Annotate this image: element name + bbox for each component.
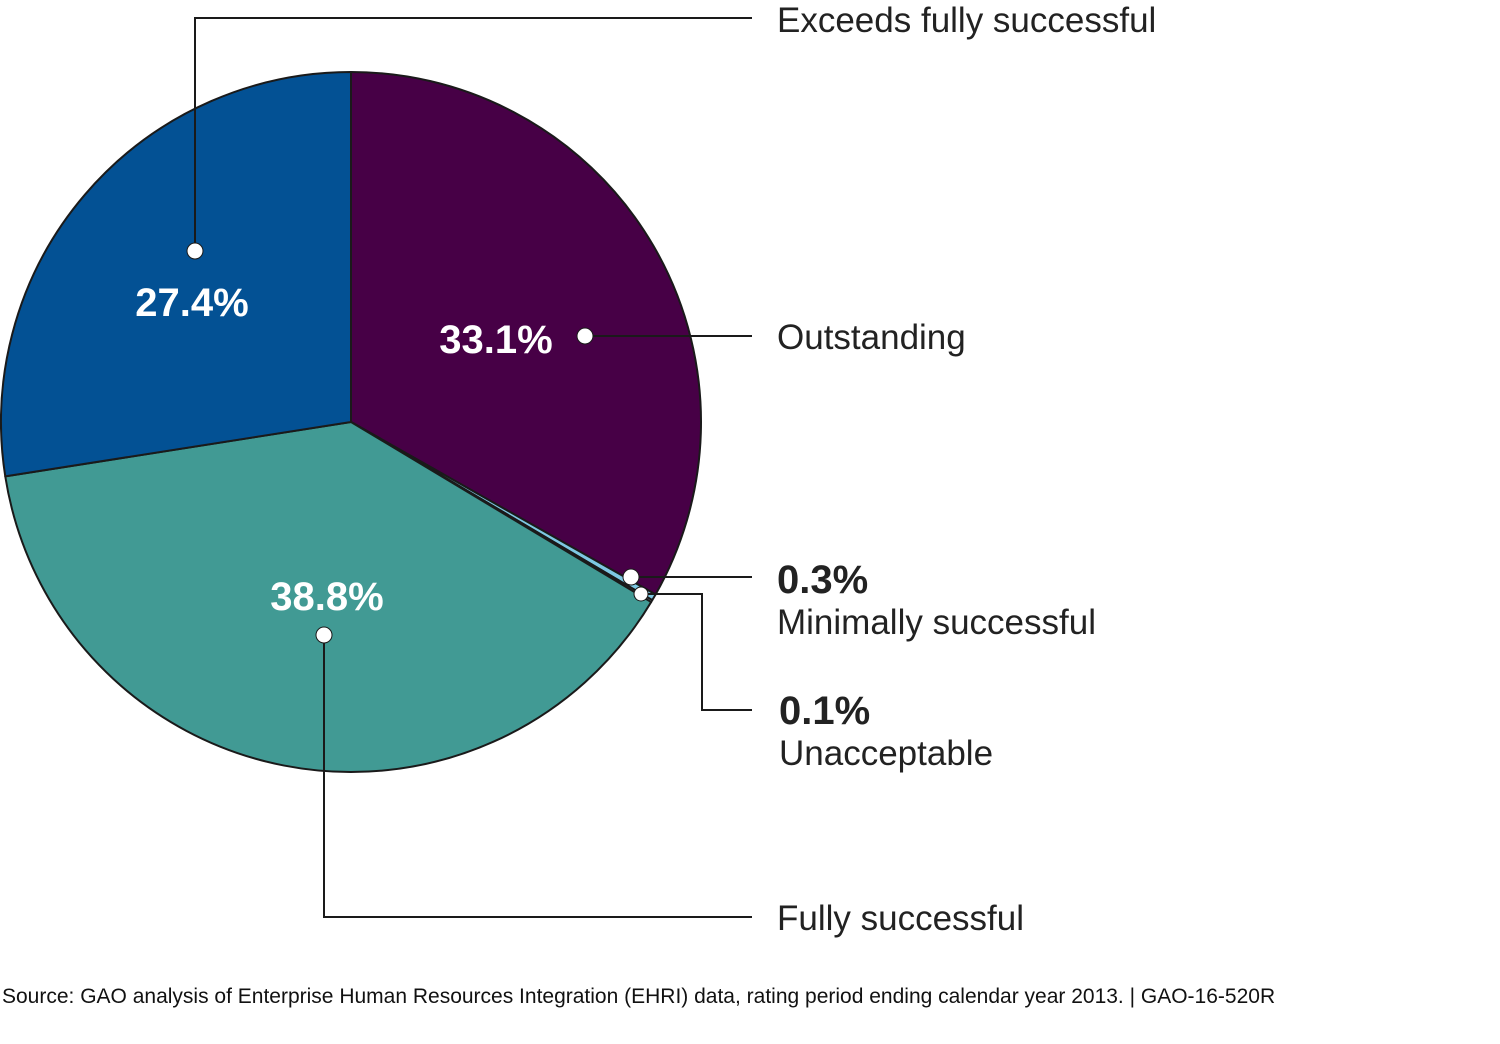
value-label-minimally: 0.3% xyxy=(777,558,868,602)
pie-slice-outstanding xyxy=(350,71,702,596)
pie-slice-fully-successful xyxy=(4,421,653,773)
category-label-unacceptable: Unacceptable xyxy=(779,734,993,773)
pie-slices xyxy=(0,71,702,773)
source-note: Source: GAO analysis of Enterprise Human… xyxy=(2,985,1276,1008)
leader-unacceptable xyxy=(641,593,752,711)
value-label-outstanding: 33.1% xyxy=(439,318,552,362)
category-label-outstanding: Outstanding xyxy=(777,318,966,357)
pie-slice-exceeds-fully-successful xyxy=(0,71,352,478)
dot-exceeds xyxy=(186,242,204,260)
category-label-minimally: Minimally successful xyxy=(777,603,1096,642)
value-label-fully: 38.8% xyxy=(270,575,383,619)
leader-fully xyxy=(323,635,752,918)
leader-exceeds xyxy=(194,17,752,251)
category-label-fully: Fully successful xyxy=(777,899,1024,938)
dot-fully xyxy=(315,626,333,644)
dot-minimally xyxy=(622,568,640,586)
dot-outstanding xyxy=(576,327,594,345)
pie-chart: 27.4% 33.1% 38.8% Exceeds fully successf… xyxy=(0,1,1156,938)
leader-lines xyxy=(194,17,752,918)
value-label-unacceptable: 0.1% xyxy=(779,689,870,733)
leader-dots xyxy=(186,242,649,644)
value-label-exceeds: 27.4% xyxy=(135,281,248,325)
category-label-exceeds: Exceeds fully successful xyxy=(777,1,1156,40)
dot-unacceptable xyxy=(633,586,649,602)
